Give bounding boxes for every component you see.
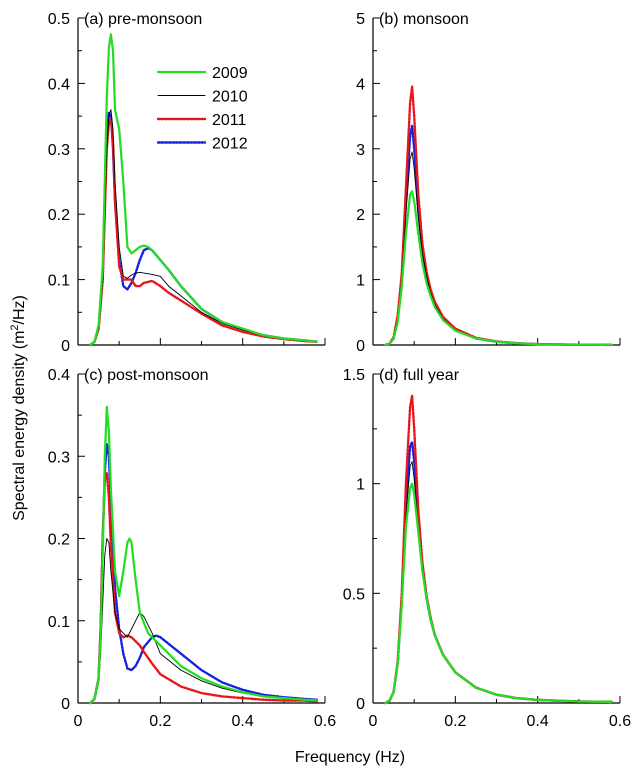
x-tick-label: 0 bbox=[369, 713, 378, 730]
series-line-2012 bbox=[384, 440, 613, 705]
series-line-2011 bbox=[89, 471, 318, 705]
panel-full-year: 0 0.5 1 1.5 0 0.2 0.4 0.6 (d) full year bbox=[343, 367, 631, 730]
y-tick-label: 0.4 bbox=[48, 76, 70, 93]
series-line-2009 bbox=[89, 405, 318, 705]
y-tick-label: 0.1 bbox=[48, 614, 70, 631]
series-line-2012 bbox=[89, 442, 318, 705]
panel-title-monsoon: (b) monsoon bbox=[379, 11, 469, 28]
panel-title-pre-monsoon: (a) pre-monsoon bbox=[84, 11, 202, 28]
series-line-2009 bbox=[384, 190, 613, 347]
panel-pre-monsoon: 0 0.1 0.2 0.3 0.4 0.5 (a) pre-monsoon bbox=[48, 11, 326, 355]
x-tick-label: 0.2 bbox=[149, 713, 171, 730]
y-axis-title-tail: /Hz) bbox=[11, 295, 28, 324]
series-line-2011 bbox=[384, 85, 613, 347]
y-tick-label: 0.3 bbox=[48, 449, 70, 466]
y-tick-label: 0 bbox=[61, 696, 70, 713]
x-tick-label: 0.4 bbox=[232, 713, 254, 730]
series-line-2010 bbox=[89, 109, 318, 346]
y-tick-label: 0 bbox=[61, 338, 70, 355]
y-tick-label: 5 bbox=[356, 11, 365, 28]
y-tick-label: 4 bbox=[356, 76, 365, 93]
y-axis-title-sup: 2 bbox=[9, 324, 21, 330]
y-tick-label: 1.5 bbox=[343, 367, 365, 384]
series-line-2009 bbox=[89, 33, 318, 347]
legend-label-2009: 2009 bbox=[212, 65, 248, 82]
legend: 2009 2010 2011 2012 bbox=[156, 65, 248, 153]
y-tick-label: 0 bbox=[356, 338, 365, 355]
x-tick-label: 0.2 bbox=[444, 713, 466, 730]
panel-monsoon: 0 1 2 3 4 5 (b) monsoon bbox=[356, 11, 621, 355]
y-tick-label: 1 bbox=[356, 477, 365, 494]
series-line-2010 bbox=[384, 461, 613, 704]
panel-title-post-monsoon: (c) post-monsoon bbox=[84, 367, 209, 384]
y-tick-label: 0.3 bbox=[48, 142, 70, 159]
y-tick-label: 3 bbox=[356, 142, 365, 159]
legend-label-2012: 2012 bbox=[212, 136, 248, 153]
y-axis-title-main: Spectral energy density (m bbox=[11, 331, 28, 521]
x-tick-label: 0.6 bbox=[314, 713, 336, 730]
legend-label-2011: 2011 bbox=[212, 112, 247, 129]
panel-post-monsoon: 0 0.1 0.2 0.3 0.4 0 0.2 0.4 0.6 (c) post-monsoon bbox=[48, 367, 336, 730]
y-tick-label: 0.5 bbox=[343, 586, 365, 603]
panels-group: 0 0.1 0.2 0.3 0.4 0.5 (a) pre-monsoon 0 1 2 3 4 5 (b)… bbox=[48, 11, 631, 730]
panel-title-full-year: (d) full year bbox=[379, 367, 460, 384]
y-tick-label: 2 bbox=[356, 207, 365, 224]
y-tick-label: 0 bbox=[356, 696, 365, 713]
y-tick-label: 0.4 bbox=[48, 367, 70, 384]
legend-label-2010: 2010 bbox=[212, 89, 248, 106]
y-axis-title: Spectral energy density (m2/Hz) bbox=[9, 295, 28, 521]
y-tick-label: 1 bbox=[356, 273, 365, 290]
y-tick-label: 0.5 bbox=[48, 11, 70, 28]
y-tick-label: 0.1 bbox=[48, 273, 70, 290]
x-tick-label: 0.4 bbox=[527, 713, 549, 730]
x-tick-label: 0.6 bbox=[609, 713, 631, 730]
x-axis-title: Frequency (Hz) bbox=[295, 749, 405, 766]
series-line-2009 bbox=[384, 482, 613, 705]
y-tick-label: 0.2 bbox=[48, 532, 70, 549]
x-tick-label: 0 bbox=[74, 713, 83, 730]
y-tick-label: 0.2 bbox=[48, 207, 70, 224]
